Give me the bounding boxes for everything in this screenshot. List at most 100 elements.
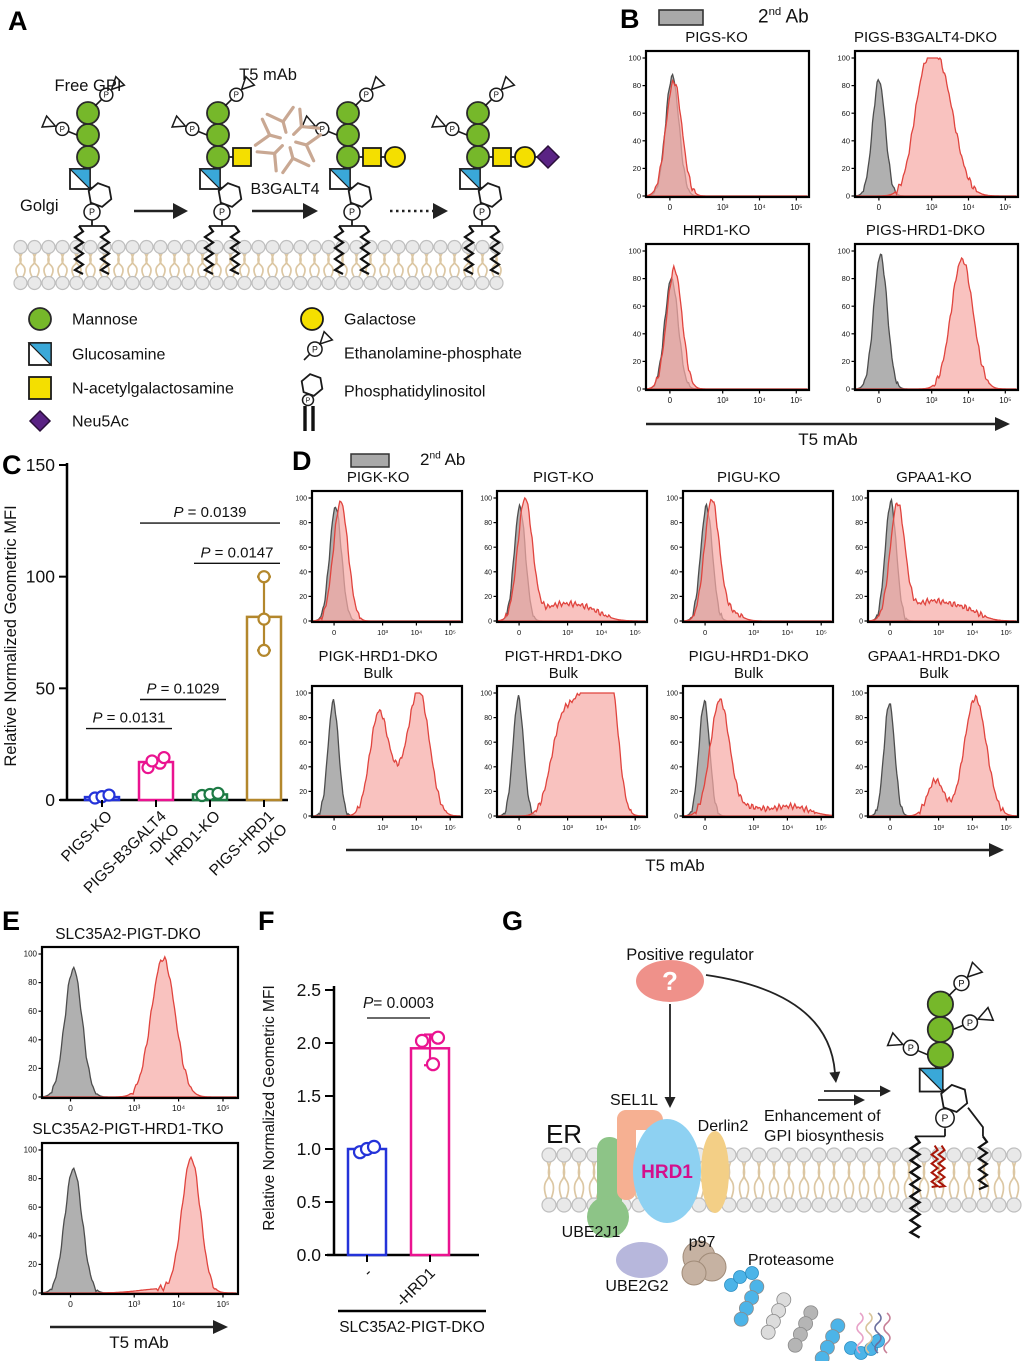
y-tick-label: 40 bbox=[299, 765, 307, 772]
panel-e-axis: T5 mAb bbox=[6, 1317, 250, 1360]
panel-f-label: F bbox=[258, 906, 275, 936]
mannose-icon bbox=[206, 145, 230, 169]
inositol-icon bbox=[347, 182, 373, 208]
arrowhead bbox=[213, 1319, 228, 1334]
y-tick-label: 0 bbox=[303, 618, 307, 625]
svg-text:P: P bbox=[60, 125, 65, 134]
er-label: ER bbox=[546, 1119, 582, 1149]
panel-a: P P P P P P P P P P P P Free GPI T5 mAb B3GALT4 Golgi Ma… bbox=[0, 0, 615, 446]
mannose-icon bbox=[926, 1041, 954, 1069]
y-tick-label: 100 bbox=[24, 950, 38, 959]
second-ab-label: 2nd Ab bbox=[420, 450, 465, 470]
svg-text:P: P bbox=[967, 1018, 973, 1028]
svg-text:P: P bbox=[942, 1114, 949, 1125]
mannose-icon bbox=[76, 145, 100, 169]
flow-histogram: 0 20 40 60 80 100 0 10³ 10⁴ 10⁵ bbox=[481, 489, 649, 637]
gpi-glycan: P P P bbox=[300, 75, 406, 275]
histogram-title: GPAA1-KO bbox=[896, 469, 972, 486]
n-acetylgalactosamine-icon bbox=[232, 147, 252, 167]
lipid-tail-zigzag bbox=[72, 225, 85, 275]
x-tick-label: 10³ bbox=[563, 823, 574, 832]
lipid-tail-zigzag bbox=[936, 1145, 948, 1188]
histogram-title: SLC35A2-PIGT-DKO bbox=[55, 926, 201, 943]
y-tick-label: 0 bbox=[488, 814, 492, 821]
x-tick-label: 10³ bbox=[933, 823, 944, 832]
y-tick-label: 100 bbox=[666, 691, 678, 698]
n-acetylgalactosamine-icon bbox=[362, 147, 382, 167]
ethanolamine-phosphate-icon: P bbox=[484, 75, 516, 107]
y-tick-label: 40 bbox=[632, 329, 640, 338]
svg-text:P: P bbox=[908, 1043, 914, 1053]
y-tick-label: 40 bbox=[841, 137, 849, 146]
inositol-icon bbox=[300, 373, 324, 397]
y-tick-label: 0 bbox=[33, 1093, 38, 1102]
data-point bbox=[366, 1139, 382, 1154]
y-tick-label: 20 bbox=[28, 1260, 37, 1269]
y-tick-label: 20 bbox=[485, 594, 493, 601]
y-tick-label: 1.0 bbox=[297, 1139, 322, 1159]
phosphate-icon: P bbox=[307, 341, 323, 357]
x-tick-label: 0 bbox=[68, 1299, 73, 1309]
phosphate-icon: P bbox=[359, 87, 374, 102]
x-tick-label: 10⁴ bbox=[781, 823, 793, 832]
bar bbox=[346, 1147, 388, 1257]
glycan-legend: Mannose Glucosamine N-acetylgalactosamine N… bbox=[27, 307, 522, 433]
lipid-tail-zigzag bbox=[332, 225, 345, 275]
y-tick-label: 50 bbox=[36, 678, 56, 698]
glucosamine-icon bbox=[68, 168, 91, 191]
panel-b-axis: T5 mAb bbox=[618, 414, 1024, 457]
flow-histogram-cell: PIGT-KO 0 20 40 60 80 100 0 10³ 10⁴ 10⁵ bbox=[473, 469, 653, 645]
y-tick-label: 40 bbox=[855, 569, 863, 576]
flow-histogram: 0 20 40 60 80 100 0 10³ 10⁴ 10⁵ bbox=[851, 489, 1019, 637]
x-axis-arrow: T5 mAb bbox=[646, 416, 1010, 449]
y-tick-label: 80 bbox=[28, 1174, 37, 1183]
histogram-title: HRD1-KO bbox=[682, 222, 751, 240]
second-ab-legend: 2nd Ab bbox=[658, 6, 1024, 28]
enhancement-label: GPI biosynthesis bbox=[764, 1128, 884, 1145]
flow-histogram: 0 20 40 60 80 100 0 10³ 10⁴ 10⁵ bbox=[837, 242, 1019, 405]
svg-text:P: P bbox=[89, 207, 95, 217]
y-tick-label: 20 bbox=[632, 357, 640, 366]
y-tick-label: 80 bbox=[841, 81, 849, 90]
y-tick-label: 100 bbox=[837, 247, 850, 256]
derlin2-label: Derlin2 bbox=[698, 1118, 749, 1135]
y-tick-label: 20 bbox=[299, 789, 307, 796]
x-tick-label: 10⁵ bbox=[630, 628, 641, 637]
histogram-title: SLC35A2-PIGT-HRD1-TKO bbox=[32, 1121, 224, 1139]
x-axis-label: T5 mAb bbox=[798, 430, 858, 449]
x-tick-label: 10⁵ bbox=[1000, 823, 1011, 832]
ethanolamine-phosphate-icon: P bbox=[94, 75, 126, 107]
y-tick-label: 60 bbox=[485, 740, 493, 747]
ethanolamine-phosphate-icon: P bbox=[886, 1031, 929, 1056]
y-tick-label: 2.5 bbox=[297, 980, 321, 1000]
y-tick-label: 60 bbox=[632, 109, 640, 118]
legend-label: Ethanolamine-phosphate bbox=[344, 346, 522, 363]
panel-b-plots: PIGS-KO 0 20 40 60 80 100 0 10³ 10⁴ 10⁵ PIGS-B3GALT… bbox=[618, 30, 1024, 414]
svg-text:P: P bbox=[234, 91, 239, 100]
gray-histogram-swatch bbox=[658, 8, 704, 26]
y-tick-label: 40 bbox=[485, 569, 493, 576]
flow-histogram: 0 20 40 60 80 100 0 10³ 10⁴ 10⁵ bbox=[851, 685, 1019, 832]
t5-antibody-icon bbox=[253, 105, 323, 175]
ethanolamine-phosphate-icon: P bbox=[354, 75, 386, 107]
y-tick-label: 80 bbox=[299, 520, 307, 527]
mannose-icon bbox=[76, 101, 100, 125]
panel-f: 0.0 0.5 1.0 1.5 2.0 2.5 Relative Normalized Ge… bbox=[254, 908, 494, 1358]
x-category-label: PIGS-KO bbox=[58, 808, 116, 866]
svg-text:P: P bbox=[306, 398, 311, 405]
histogram-subtitle: Bulk bbox=[734, 664, 764, 682]
second-ab-legend: 2nd Ab bbox=[350, 450, 1024, 470]
phosphate-icon: P bbox=[445, 121, 460, 137]
x-tick-label: 10⁴ bbox=[962, 396, 975, 405]
legend-label: Neu5Ac bbox=[72, 414, 129, 431]
y-tick-label: 40 bbox=[855, 765, 863, 772]
svg-text:P: P bbox=[494, 91, 499, 100]
x-tick-label: 10⁵ bbox=[999, 396, 1011, 405]
svg-text:P: P bbox=[312, 344, 318, 354]
x-axis-label: T5 mAb bbox=[645, 856, 705, 875]
x-axis-arrow: T5 mAb bbox=[346, 843, 1004, 875]
panel-d-label: D bbox=[292, 446, 312, 476]
y-tick-label: 80 bbox=[485, 716, 493, 723]
mfi-bar-chart-f: 0.0 0.5 1.0 1.5 2.0 2.5 Relative Normalized Ge… bbox=[254, 908, 494, 1363]
